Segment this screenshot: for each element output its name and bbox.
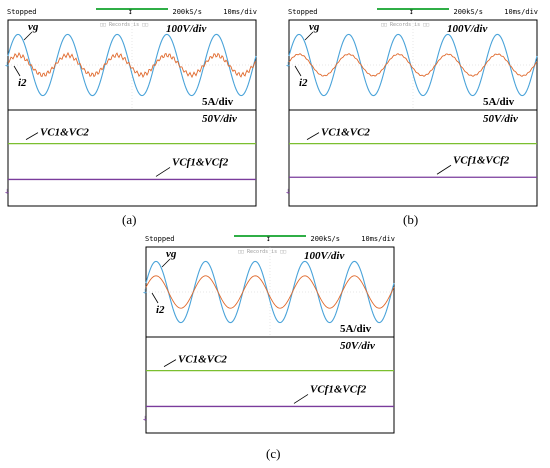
vg-waveform [145, 260, 395, 324]
ground-marker-icon: ⏚ [142, 416, 148, 423]
vg-label: vg [28, 21, 39, 33]
scope-header: Stopped ↧ 200kS/s 10ms/div [285, 4, 541, 20]
voltage-scale-label: 100V/div [166, 23, 206, 35]
scope-panel-a: Stopped ↧ 200kS/s 10ms/div □□ Records is… [4, 4, 260, 209]
vcf-arrow [155, 167, 171, 177]
vg-arrow [23, 31, 33, 41]
vcf-label: VCf1&VCf2 [172, 156, 229, 168]
trigger-position-bar [377, 8, 449, 10]
trigger-marker-icon: ↧ [266, 234, 271, 243]
dc-scale-label: 50V/div [202, 113, 237, 125]
sample-rate: 200kS/s [172, 8, 202, 16]
i2-arrow [13, 65, 21, 77]
current-scale-label: 5A/div [202, 96, 234, 108]
trigger-marker-icon: ↧ [409, 7, 414, 16]
status-text: Stopped [145, 235, 175, 243]
timebase: 10ms/div [223, 8, 257, 16]
dc-scale-label: 50V/div [483, 113, 518, 125]
scope-screen: □□ Records is □□ ⏚ ⏚ vg i2 100V/div 5A/div 50V/… [285, 19, 538, 207]
dc-scale-label: 50V/div [340, 340, 375, 352]
ground-marker-icon: ⏚ [4, 62, 10, 69]
scope-header: Stopped ↧ 200kS/s 10ms/div [4, 4, 260, 20]
status-text: Stopped [7, 8, 37, 16]
voltage-scale-label: 100V/div [447, 23, 487, 35]
voltage-scale-label: 100V/div [304, 250, 344, 262]
dc-window-frame [7, 109, 257, 207]
scope-screen: □□ Records is □□ ⏚ ⏚ vg i2 100V/div 5A/div 50V/… [4, 19, 257, 207]
scope-screen: □□ Records is □□ ⏚ ⏚ vg i2 100V/div 5A/div 50V/… [142, 246, 395, 434]
timebase: 10ms/div [361, 235, 395, 243]
i2-label: i2 [299, 77, 308, 89]
vc-label: VC1&VC2 [40, 127, 89, 139]
current-scale-label: 5A/div [483, 96, 515, 108]
vg-waveform [288, 33, 538, 97]
trigger-position-bar [234, 235, 306, 237]
i2-waveform [288, 53, 538, 77]
dc-window-frame [288, 109, 538, 207]
trigger-position-bar [96, 8, 168, 10]
vcf-arrow [293, 394, 309, 404]
vcf-label: VCf1&VCf2 [453, 154, 510, 166]
i2-waveform [7, 51, 257, 79]
scope-header: Stopped ↧ 200kS/s 10ms/div [142, 231, 398, 247]
watermark-text: □□ Records is □□ [381, 22, 429, 28]
vc-arrow [25, 132, 39, 140]
scope-panel-c: Stopped ↧ 200kS/s 10ms/div □□ Records is… [142, 231, 398, 436]
status-text: Stopped [288, 8, 318, 16]
vc-arrow [163, 359, 177, 367]
ground-marker-icon: ⏚ [142, 289, 148, 296]
caption-a: (a) [122, 212, 137, 227]
vg-label: vg [166, 248, 177, 260]
i2-label: i2 [156, 304, 165, 316]
dc-window-frame [145, 336, 395, 434]
vcf-arrow [436, 164, 452, 175]
vg-arrow [304, 31, 314, 41]
watermark-text: □□ Records is □□ [100, 22, 148, 28]
i2-waveform [145, 275, 395, 309]
i2-arrow [294, 65, 302, 77]
vcf-label: VCf1&VCf2 [310, 383, 367, 395]
vg-waveform [7, 33, 257, 97]
caption-c: (c) [266, 446, 281, 461]
ground-marker-icon: ⏚ [4, 189, 10, 196]
vc-label: VC1&VC2 [178, 354, 227, 366]
ground-marker-icon: ⏚ [285, 62, 291, 69]
timebase: 10ms/div [504, 8, 538, 16]
vc-arrow [306, 132, 320, 140]
ground-marker-icon: ⏚ [285, 189, 291, 196]
sample-rate: 200kS/s [310, 235, 340, 243]
watermark-text: □□ Records is □□ [238, 249, 286, 255]
scope-panel-b: Stopped ↧ 200kS/s 10ms/div □□ Records is… [285, 4, 541, 209]
sample-rate: 200kS/s [453, 8, 483, 16]
trigger-marker-icon: ↧ [128, 7, 133, 16]
i2-arrow [151, 292, 159, 304]
vg-arrow [161, 258, 171, 268]
vc-label: VC1&VC2 [321, 127, 370, 139]
caption-b: (b) [403, 212, 419, 227]
i2-label: i2 [18, 77, 27, 89]
vg-label: vg [309, 21, 320, 33]
current-scale-label: 5A/div [340, 323, 372, 335]
